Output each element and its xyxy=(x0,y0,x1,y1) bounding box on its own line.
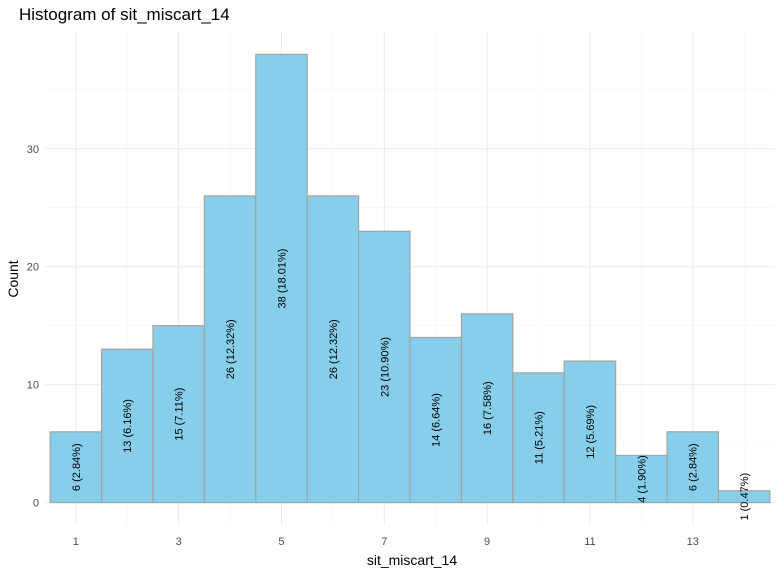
histogram-bar xyxy=(409,336,463,504)
y-tick-label: 20 xyxy=(27,262,39,274)
histogram-bar xyxy=(357,230,411,504)
bar-data-label: 11 (5.21%) xyxy=(534,411,546,464)
bar-data-label: 4 (1.90%) xyxy=(636,455,648,503)
y-axis-title: Count xyxy=(5,260,21,297)
histogram-bar xyxy=(306,195,360,504)
bar-data-label: 13 (6.16%) xyxy=(122,399,134,453)
x-tick-label: 1 xyxy=(73,536,79,548)
histogram-bar xyxy=(100,348,154,504)
histogram-bar xyxy=(563,360,617,504)
bar-data-label: 6 (2.84%) xyxy=(688,443,700,491)
bar-data-label: 16 (7.58%) xyxy=(482,381,494,435)
bar-data-label: 6 (2.84%) xyxy=(71,443,83,491)
histogram-bar xyxy=(152,325,205,504)
x-axis-ticks: 1 3 5 7 9 11 13 xyxy=(73,536,699,548)
x-tick-label: 13 xyxy=(687,536,699,548)
y-tick-label: 0 xyxy=(33,498,39,510)
bar-data-label: 38 (18.01%) xyxy=(276,249,288,309)
x-tick-label: 7 xyxy=(381,536,387,548)
histogram-bar xyxy=(666,431,720,504)
bar-data-label: 12 (5.69%) xyxy=(585,405,597,459)
x-tick-label: 9 xyxy=(484,536,490,548)
y-tick-label: 30 xyxy=(27,144,39,156)
histogram-bar xyxy=(717,490,771,504)
histogram-bar xyxy=(203,195,257,504)
bar-data-label: 1 (0.47%) xyxy=(739,473,751,521)
x-tick-label: 3 xyxy=(176,536,182,548)
x-tick-label: 11 xyxy=(584,536,595,548)
bar-data-label: 15 (7.11%) xyxy=(174,388,186,441)
histogram-bar xyxy=(49,431,103,504)
histogram-bar xyxy=(512,372,565,504)
histogram-bar xyxy=(615,454,668,504)
x-axis-title: sit_miscart_14 xyxy=(367,552,457,568)
bar-labels: 6 (2.84%) 13 (6.16%) 15 (7.11%) 26 (12.32%)… xyxy=(71,249,751,521)
bar-data-label: 26 (12.32%) xyxy=(328,319,340,379)
bar-data-label: 23 (10.90%) xyxy=(379,337,391,397)
bar-data-label: 26 (12.32%) xyxy=(225,319,237,379)
x-tick-label: 5 xyxy=(278,536,284,548)
y-axis-ticks: 0 10 20 30 xyxy=(27,144,39,510)
histogram-bar xyxy=(460,313,514,504)
chart-title: Histogram of sit_miscart_14 xyxy=(19,5,230,24)
y-tick-label: 10 xyxy=(27,380,39,392)
bars xyxy=(49,53,771,504)
bar-data-label: 14 (6.64%) xyxy=(431,393,443,447)
